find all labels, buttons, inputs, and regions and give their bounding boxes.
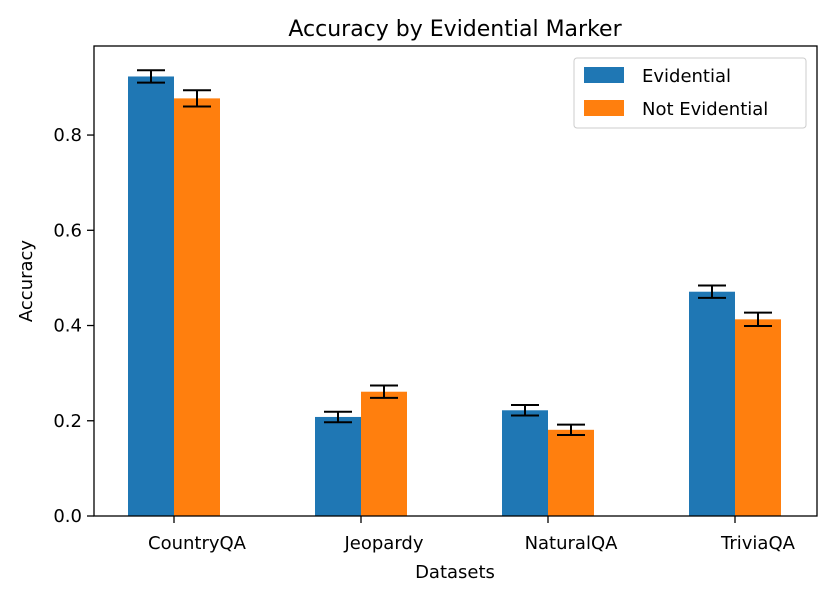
x-tick-label-triviaqa: TriviaQA	[720, 533, 796, 554]
error-bar-not-evidential-naturalqa	[557, 423, 585, 437]
plot-frame	[93, 45, 818, 517]
x-tick-label-countryqa: CountryQA	[148, 533, 247, 554]
legend-box	[573, 57, 807, 129]
legend-swatch-evidential	[584, 67, 624, 83]
y-tick-label: 0.2	[53, 411, 82, 432]
bar-evidential-triviaqa	[689, 291, 735, 516]
legend-label-evidential: Evidential	[642, 66, 731, 87]
error-bar-evidential-jeopardy	[324, 410, 352, 424]
bar-not-evidential-naturalqa	[548, 429, 594, 516]
y-tick-label: 0.0	[53, 506, 82, 527]
x-tick-label-jeopardy: Jeopardy	[343, 533, 423, 554]
y-tick-label: 0.4	[53, 316, 82, 337]
x-axis-label: Datasets	[415, 562, 495, 583]
bar-not-evidential-triviaqa	[735, 319, 781, 516]
bar-evidential-countryqa	[128, 76, 174, 516]
bars-group	[128, 76, 781, 516]
error-bar-not-evidential-countryqa	[183, 89, 211, 108]
x-tick-label-naturalqa: NaturalQA	[525, 533, 619, 554]
error-bar-evidential-naturalqa	[511, 404, 539, 417]
bar-evidential-jeopardy	[315, 416, 361, 516]
error-bar-not-evidential-jeopardy	[370, 384, 398, 399]
error-bar-not-evidential-triviaqa	[744, 311, 772, 327]
y-tick-label: 0.8	[53, 125, 82, 146]
error-bars-group	[137, 69, 772, 437]
legend-label-not-evidential: Not Evidential	[642, 99, 768, 120]
y-tick-label: 0.6	[53, 220, 82, 241]
chart-title: Accuracy by Evidential Marker	[288, 17, 622, 42]
bar-not-evidential-countryqa	[174, 98, 220, 516]
bar-evidential-naturalqa	[502, 410, 548, 516]
bar-not-evidential-jeopardy	[361, 391, 407, 516]
y-axis-label: Accuracy	[16, 240, 37, 323]
legend-swatch-not-evidential	[584, 100, 624, 116]
legend: Evidential Not Evidential	[573, 57, 807, 129]
y-axis: 0.0 0.2 0.4 0.6 0.8	[53, 125, 94, 527]
x-axis: CountryQA Jeopardy NaturalQA TriviaQA	[148, 516, 796, 554]
error-bar-evidential-triviaqa	[698, 284, 726, 299]
error-bar-evidential-countryqa	[137, 69, 165, 84]
